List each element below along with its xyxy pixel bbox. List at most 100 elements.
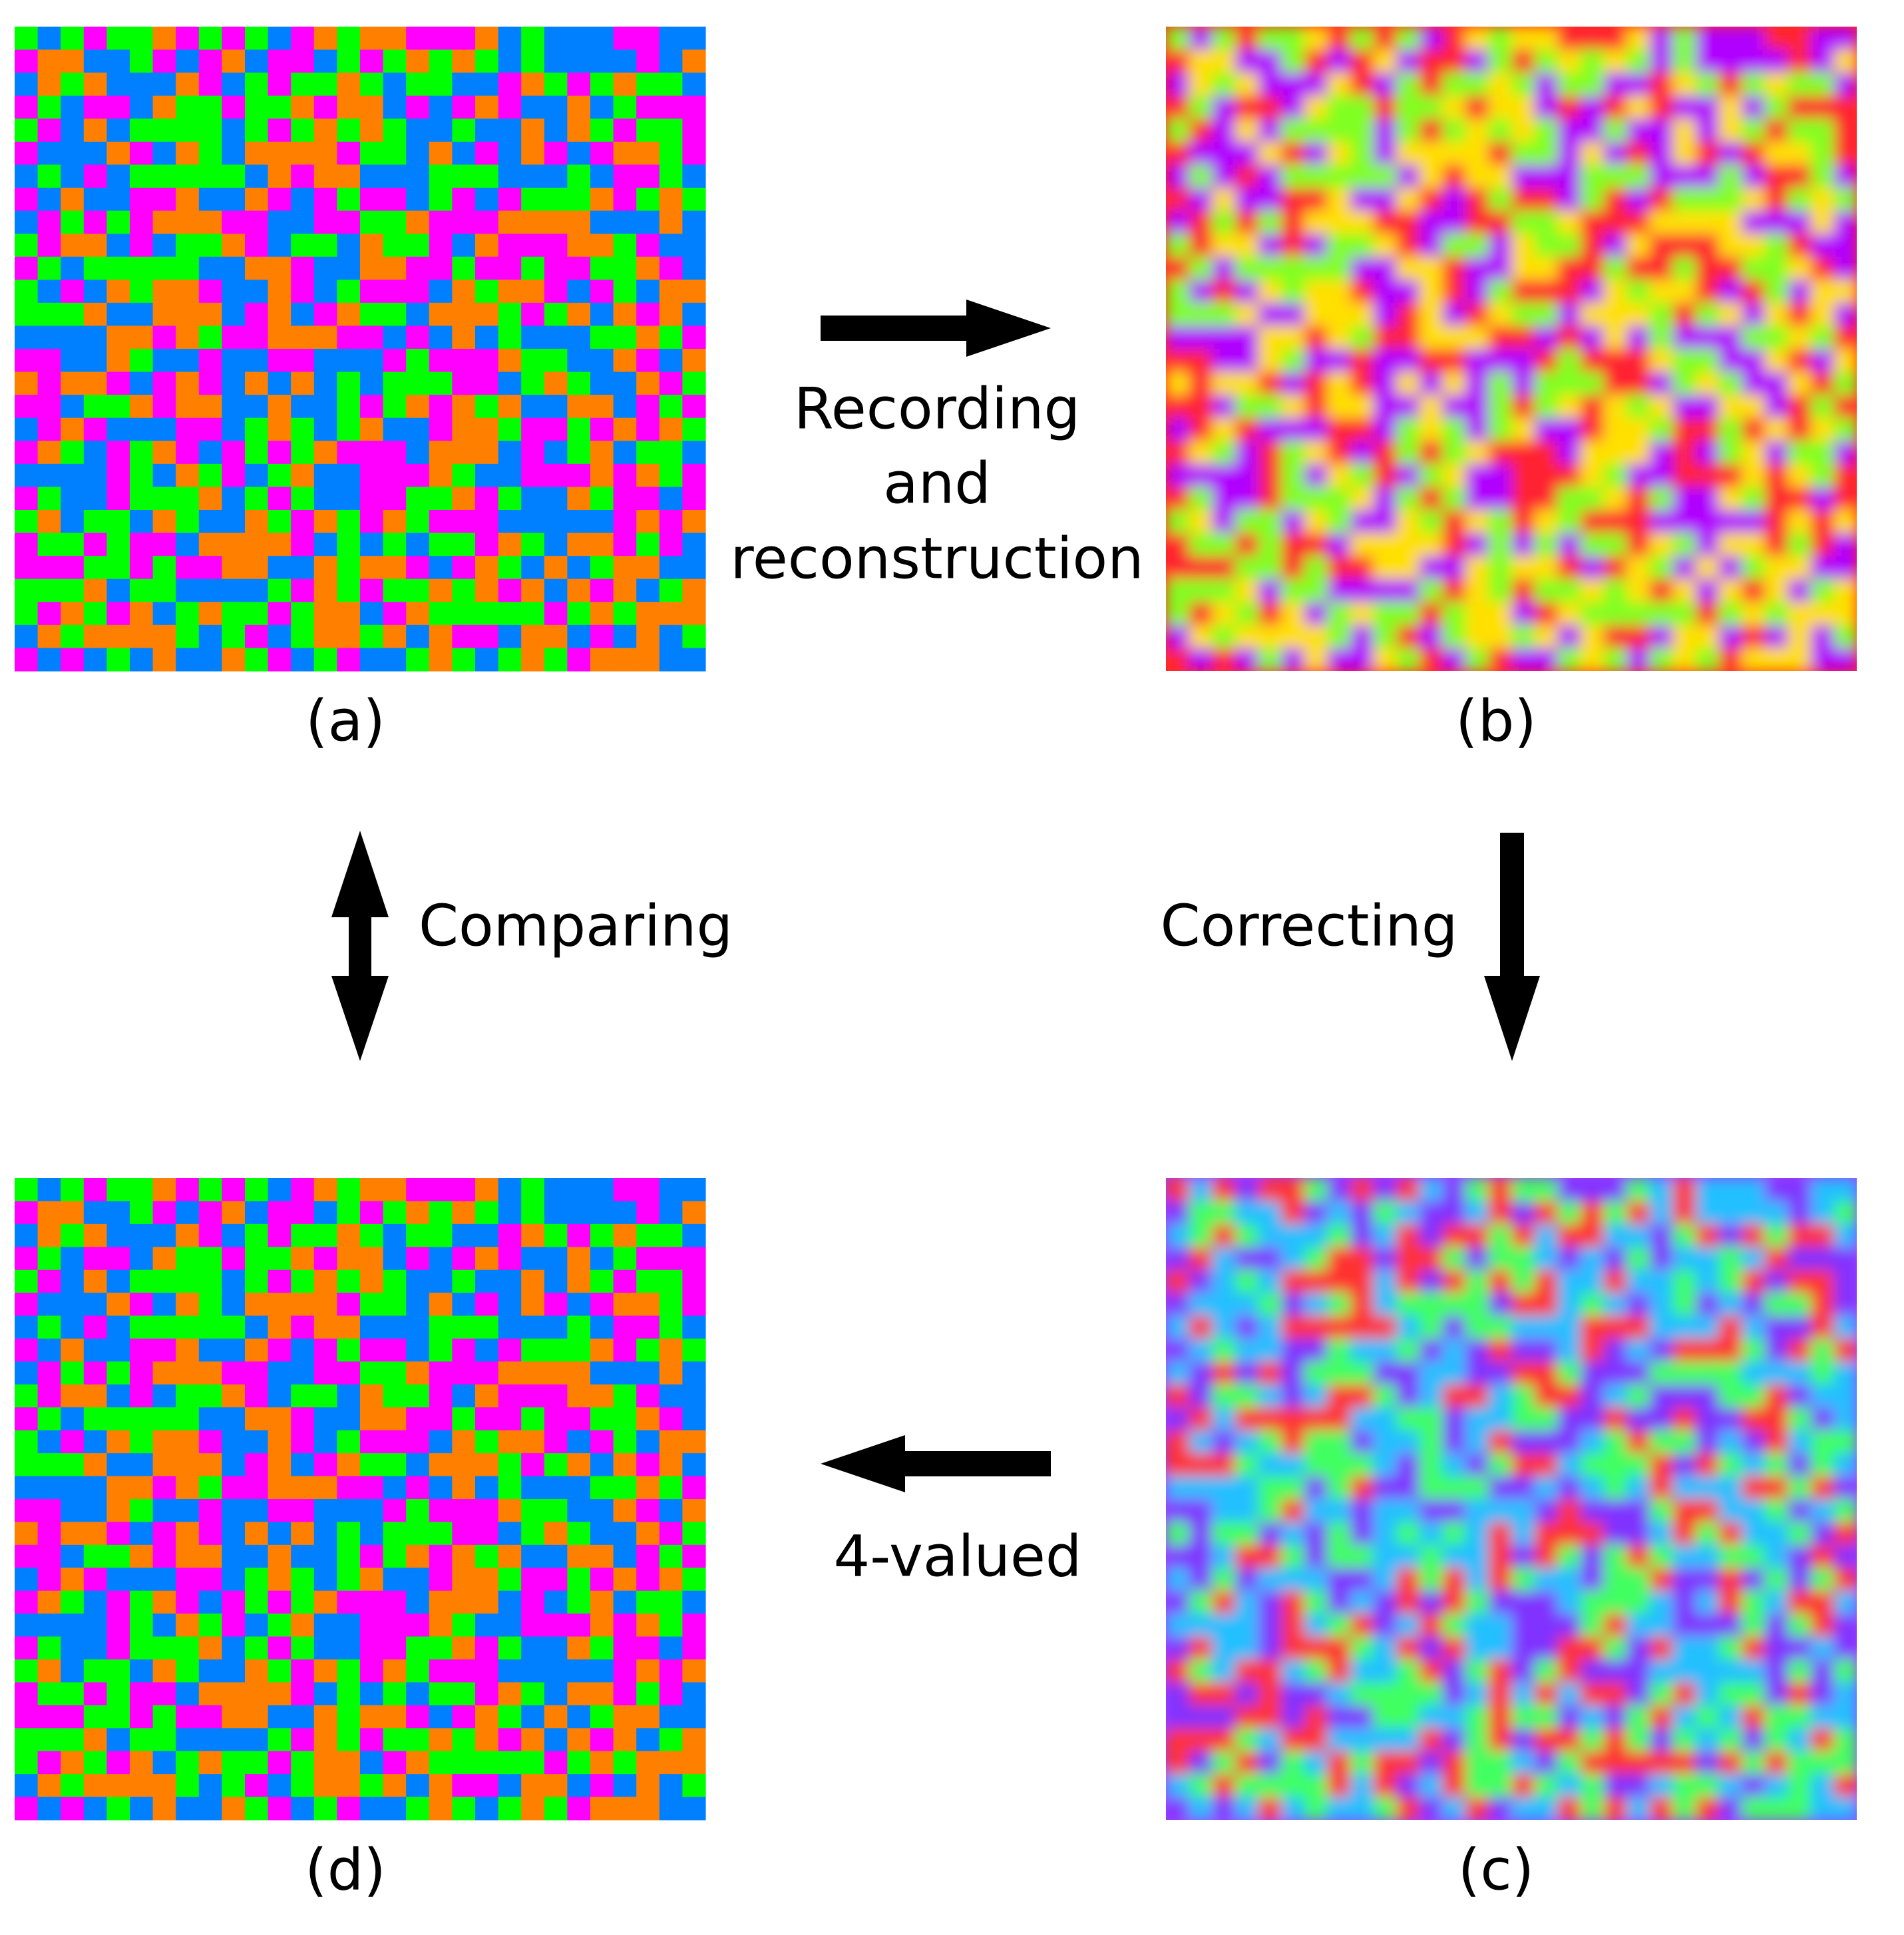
cell	[1488, 1223, 1512, 1247]
cell	[1442, 188, 1466, 212]
cell	[613, 141, 637, 166]
cell	[1649, 1293, 1673, 1317]
cell	[498, 1659, 522, 1683]
cell	[659, 49, 683, 73]
cell	[61, 1293, 85, 1317]
cell	[383, 624, 407, 649]
cell	[106, 73, 130, 97]
cell	[1534, 1453, 1558, 1477]
cell	[1166, 1407, 1190, 1431]
cell	[1488, 510, 1512, 534]
cell	[83, 371, 107, 395]
cell	[1442, 1476, 1466, 1500]
cell	[498, 1613, 522, 1637]
cell	[1258, 49, 1282, 73]
cell	[429, 27, 453, 51]
cell	[659, 164, 683, 188]
cell	[152, 1453, 176, 1477]
cell	[176, 1407, 200, 1431]
cell	[406, 256, 430, 280]
cell	[1465, 1430, 1489, 1454]
cell	[1327, 1361, 1351, 1385]
cell	[1396, 533, 1420, 556]
cell	[636, 1269, 660, 1293]
cell	[1327, 395, 1351, 419]
cell	[636, 1774, 660, 1798]
cell	[1788, 95, 1811, 119]
cell	[544, 349, 568, 373]
cell	[1833, 1339, 1857, 1363]
cell	[37, 578, 61, 602]
cell	[1235, 1476, 1258, 1500]
cell	[1626, 1774, 1650, 1798]
cell	[313, 256, 337, 280]
cell	[521, 1751, 545, 1775]
cell	[1189, 164, 1213, 188]
cell	[15, 27, 39, 51]
cell	[1626, 1544, 1650, 1568]
cell	[15, 1476, 39, 1500]
cell	[475, 1590, 499, 1614]
cell	[61, 234, 85, 258]
cell	[152, 1178, 176, 1202]
cell	[1189, 371, 1213, 395]
cell	[1557, 1568, 1581, 1592]
cell	[1788, 188, 1811, 212]
cell	[222, 1407, 246, 1431]
cell	[1603, 1568, 1627, 1592]
cell	[682, 73, 706, 97]
cell	[15, 1453, 39, 1477]
cell	[1695, 1430, 1719, 1454]
cell	[1695, 210, 1719, 234]
cell	[176, 417, 200, 441]
cell	[1304, 210, 1328, 234]
cell	[1603, 1247, 1627, 1271]
cell	[590, 1339, 614, 1363]
cell	[1304, 302, 1328, 327]
cell	[1718, 349, 1742, 373]
cell	[1396, 73, 1420, 97]
cell	[1327, 1682, 1351, 1706]
cell	[61, 1476, 85, 1500]
cell	[567, 1728, 591, 1752]
cell	[1580, 417, 1604, 441]
cell	[1258, 1522, 1282, 1546]
cell	[1465, 1544, 1489, 1568]
cell	[1281, 648, 1305, 671]
cell	[245, 1315, 269, 1339]
cell	[1166, 280, 1190, 304]
cell	[291, 1728, 315, 1752]
cell	[222, 349, 246, 373]
cell	[1718, 1705, 1742, 1729]
cell	[590, 1659, 614, 1683]
cell	[1442, 1499, 1466, 1523]
cell	[152, 1269, 176, 1293]
cell	[268, 1315, 291, 1339]
cell	[544, 533, 568, 556]
cell	[1649, 1384, 1673, 1408]
cell	[1626, 1636, 1650, 1660]
cell	[313, 395, 337, 419]
cell	[383, 395, 407, 419]
cell	[1603, 280, 1627, 304]
cell	[383, 1269, 407, 1293]
cell	[659, 463, 683, 488]
cell	[1465, 463, 1489, 488]
cell	[1649, 371, 1673, 395]
cell	[682, 1613, 706, 1637]
cell	[15, 578, 39, 602]
cell	[313, 280, 337, 304]
cell	[1258, 533, 1282, 556]
cell	[613, 1384, 637, 1408]
cell	[406, 1476, 430, 1500]
cell	[1534, 487, 1558, 511]
cell	[222, 302, 246, 327]
cell	[1672, 1659, 1696, 1683]
cell	[590, 27, 614, 51]
cell	[1465, 1499, 1489, 1523]
cell	[1304, 1430, 1328, 1454]
cell	[1672, 1797, 1696, 1820]
cell	[1603, 349, 1627, 373]
cell	[61, 325, 85, 349]
cell	[383, 371, 407, 395]
